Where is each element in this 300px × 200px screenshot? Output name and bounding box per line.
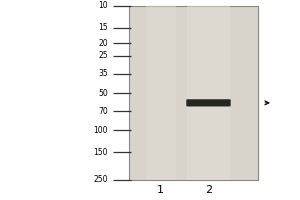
Text: 70: 70 — [98, 107, 108, 116]
Text: 10: 10 — [98, 1, 108, 10]
Text: 20: 20 — [98, 39, 108, 48]
Text: 150: 150 — [94, 148, 108, 157]
Text: 100: 100 — [94, 126, 108, 135]
Text: 250: 250 — [94, 176, 108, 184]
Text: 1: 1 — [157, 185, 164, 195]
Text: 15: 15 — [98, 23, 108, 32]
Bar — [129, 6, 258, 180]
Bar — [146, 6, 176, 180]
Text: 25: 25 — [98, 51, 108, 60]
Text: 50: 50 — [98, 88, 108, 98]
FancyBboxPatch shape — [186, 99, 231, 106]
Text: 2: 2 — [205, 185, 212, 195]
Bar — [187, 6, 230, 180]
Text: 35: 35 — [98, 69, 108, 78]
